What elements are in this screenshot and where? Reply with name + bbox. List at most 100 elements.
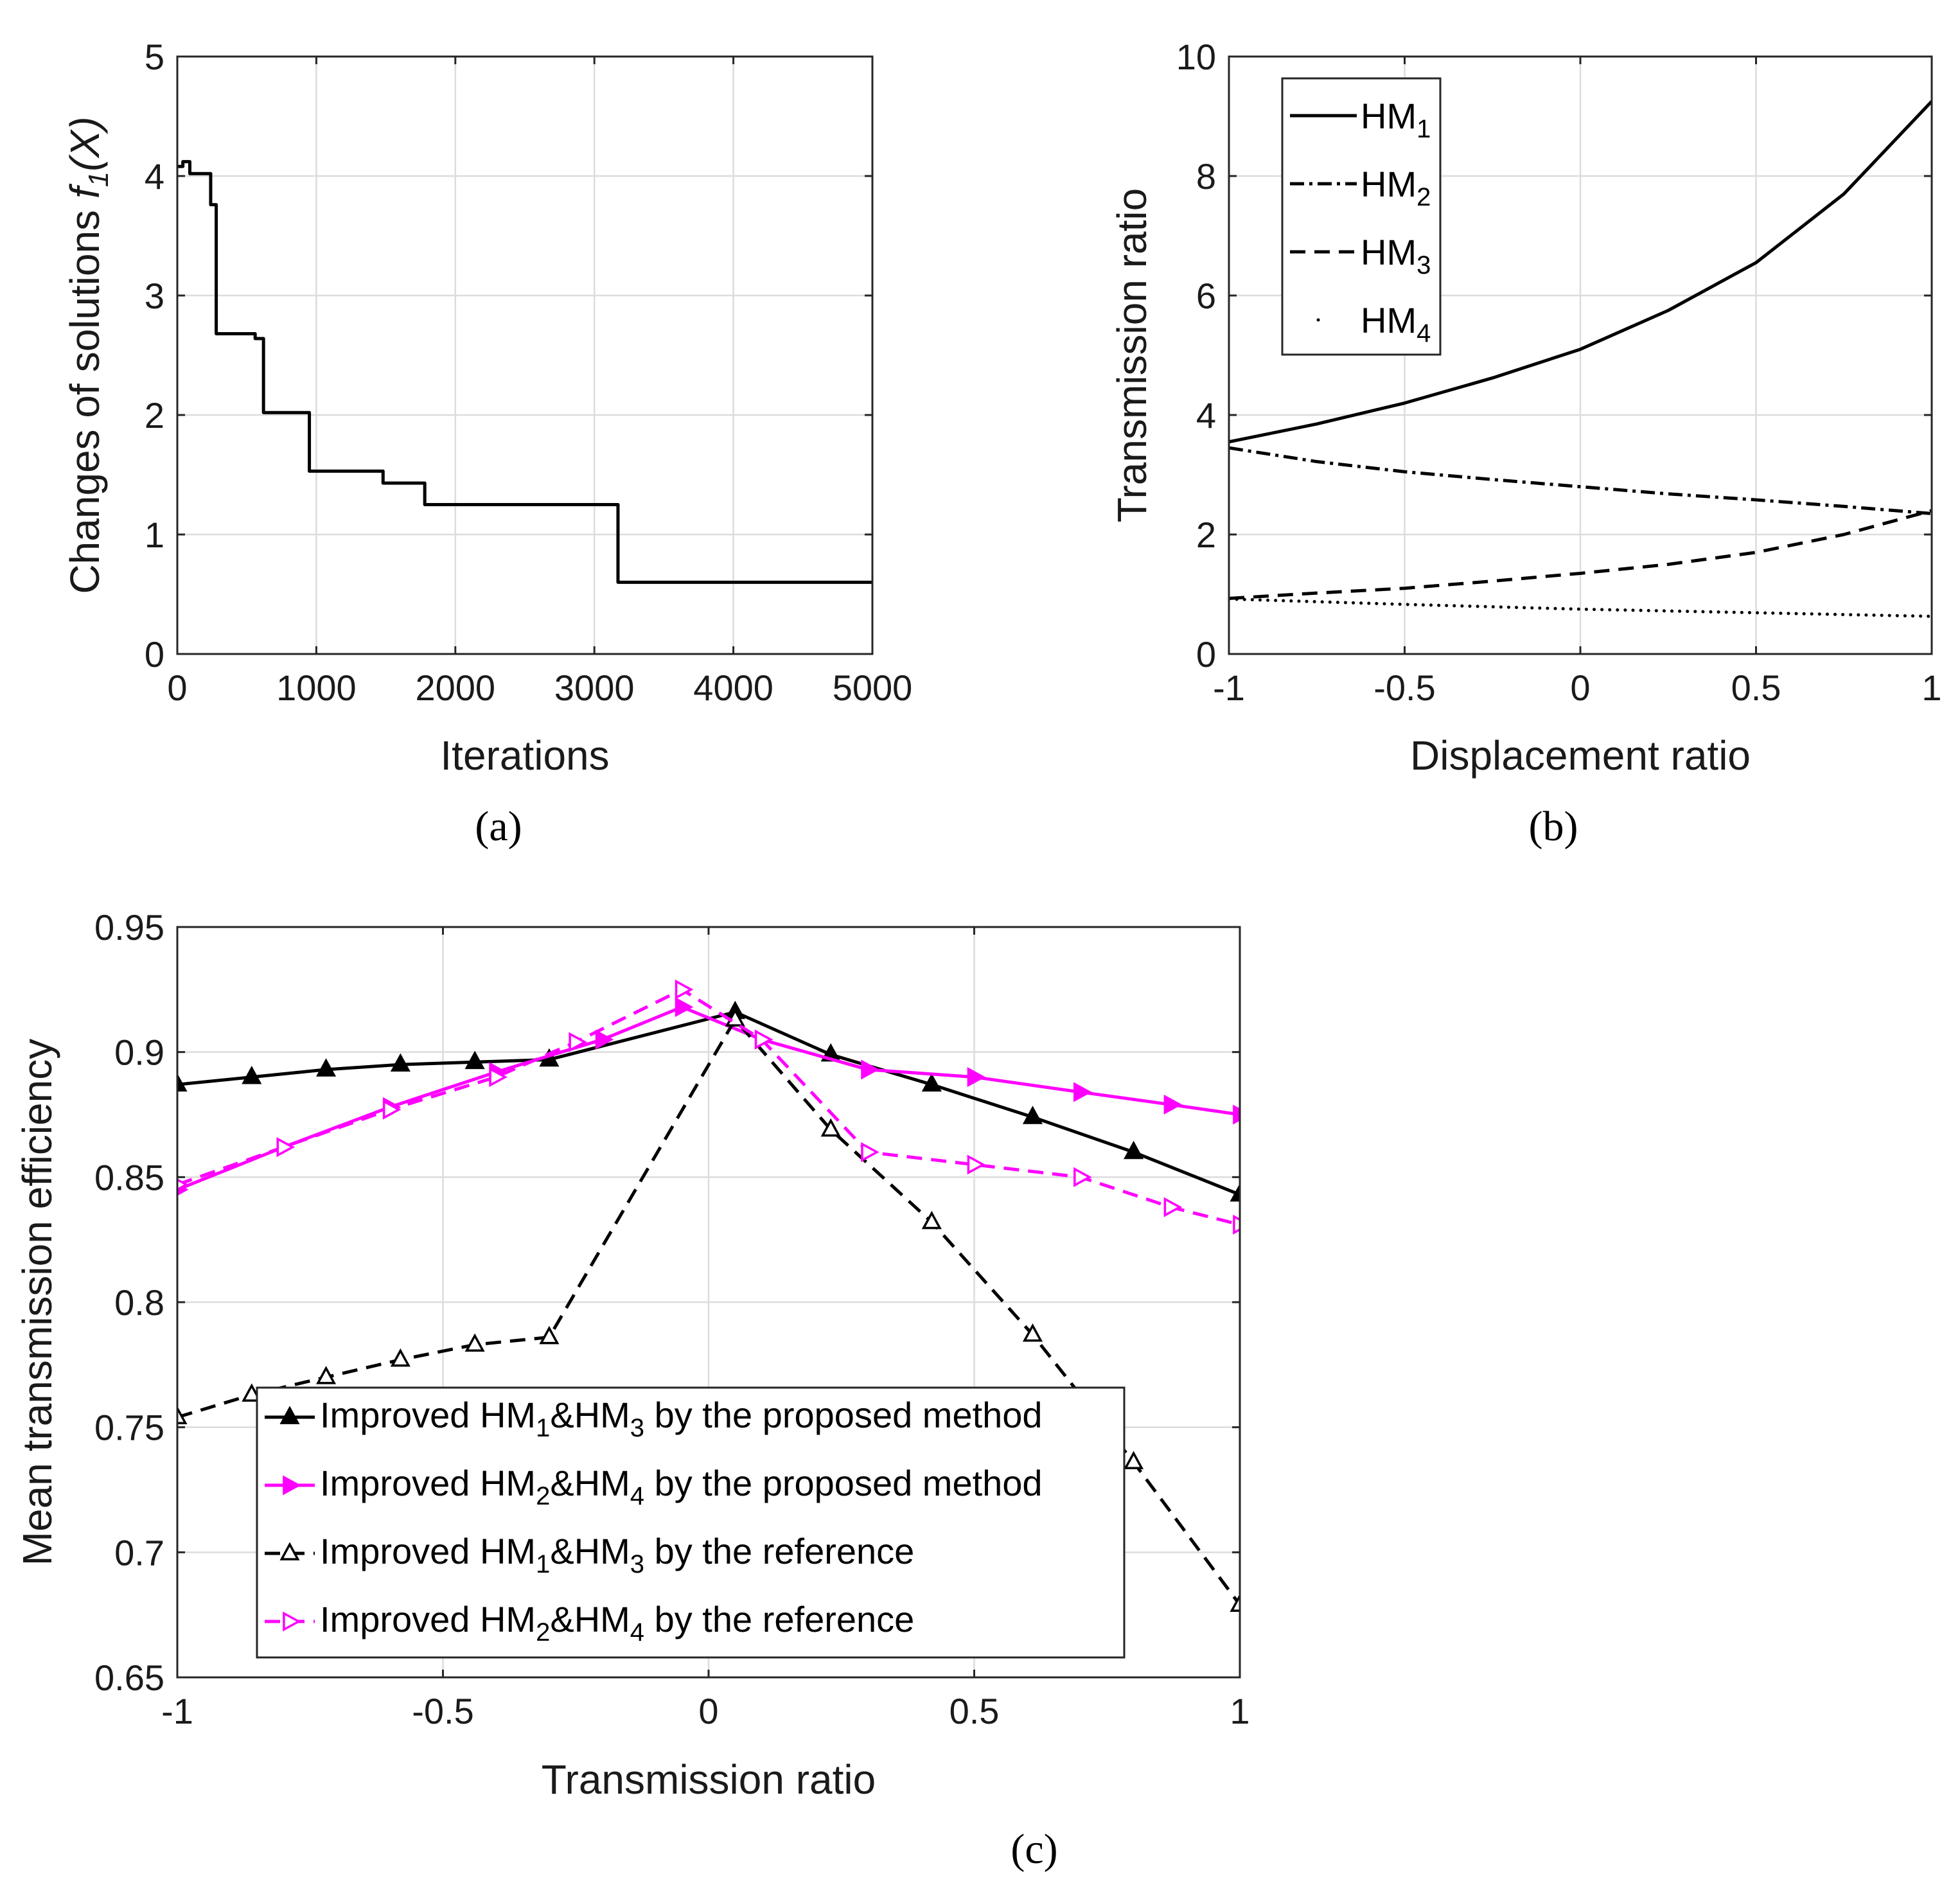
y-axis-label-c: Mean transmission efficiency [14, 1039, 60, 1566]
y-tick-label: 4 [1196, 395, 1216, 436]
data-point-c-3 [820, 1118, 841, 1137]
x-tick-label: 0 [167, 667, 187, 708]
series-line-c-1 [177, 1010, 1240, 1196]
data-point-c-4 [276, 1137, 296, 1158]
data-point-c-3 [539, 1325, 560, 1345]
data-point-c-4 [569, 1032, 587, 1052]
y-tick-label: 10 [1176, 37, 1216, 77]
data-point-c-2 [967, 1067, 986, 1088]
x-tick-label: -1 [1213, 667, 1245, 708]
data-point-c-3 [464, 1333, 485, 1352]
legend-swatches-c [265, 1406, 315, 1632]
x-axis-label-b: Displacement ratio [1410, 732, 1751, 779]
series-line-c-3 [177, 1018, 1240, 1606]
data-point-c-1 [1230, 1183, 1240, 1202]
data-a [177, 160, 872, 584]
y-tick-label: 0 [1196, 634, 1216, 675]
x-tick-label: 2000 [416, 667, 496, 708]
data-point-c-1 [1124, 1140, 1144, 1160]
legend-marker-c-3 [279, 1542, 300, 1560]
data-point-c-2 [1163, 1094, 1183, 1115]
legend-label-hm4: HM4 [1361, 300, 1431, 348]
x-tick-label: 1000 [276, 667, 357, 708]
y-tick-label: 0.7 [114, 1532, 164, 1573]
data-c [177, 979, 1240, 1612]
y-tick-label: 2 [145, 395, 164, 436]
data-point-c-3 [1022, 1323, 1043, 1342]
y-tick-label: 0.75 [94, 1408, 164, 1448]
data-point-c-1 [242, 1065, 262, 1084]
x-tick-label: -0.5 [1373, 667, 1436, 708]
x-tick-label: 1 [1921, 667, 1941, 708]
data-point-c-4 [177, 1178, 189, 1191]
data-point-c-1 [1022, 1106, 1043, 1124]
panel-c: -1 -0.5 0 0.5 1 0.65 0.7 0.75 0.8 0.85 0.9 0.95 Tra… [14, 907, 1250, 1873]
data-point-c-3 [242, 1383, 262, 1402]
legend-marker-c-4 [283, 1611, 301, 1632]
y-tick-label: 4 [145, 156, 164, 197]
data-point-c-1 [464, 1050, 485, 1070]
series-line-b-2 [1229, 446, 1932, 515]
data-point-c-4 [967, 1154, 986, 1175]
ticks-a: 0 1000 2000 3000 4000 5000 0 1 2 3 4 5 [145, 37, 912, 708]
legend-b: HM1 HM2 HM3 HM4 [1281, 77, 1442, 356]
data-point-c-1 [921, 1073, 942, 1092]
y-tick-label: 0 [145, 634, 164, 675]
x-tick-label: -1 [161, 1691, 193, 1731]
panel-a: 0 1000 2000 3000 4000 5000 0 1 2 3 4 5 Iterations C… [62, 37, 912, 850]
data-point-c-3 [1230, 1593, 1240, 1612]
legend-label-hm3: HM3 [1361, 232, 1431, 279]
legend-label-hm2: HM2 [1361, 164, 1431, 211]
y-tick-label: 0.85 [94, 1157, 164, 1197]
series-line-a-1 [177, 160, 872, 584]
legend-label-c-1: Improved HM1&HM3 by the proposed method [320, 1395, 1043, 1442]
legend-label-c-3: Improved HM1&HM3 by the reference [320, 1531, 914, 1578]
data-point-c-1 [390, 1053, 411, 1072]
data-point-c-3 [390, 1348, 411, 1367]
data-point-c-4 [1233, 1214, 1240, 1235]
data-point-c-3 [177, 1406, 188, 1424]
legend-box-c [256, 1386, 1126, 1659]
legend-marker-c-2 [283, 1475, 301, 1496]
x-tick-label: 0.5 [949, 1691, 1000, 1731]
x-tick-label: 0.5 [1731, 667, 1781, 708]
data-point-c-3 [921, 1210, 942, 1230]
x-tick-label: 0 [698, 1691, 718, 1731]
series-line-b-3 [1229, 509, 1932, 601]
data-point-c-4 [675, 979, 694, 1000]
x-tick-label: 1 [1230, 1691, 1249, 1731]
data-point-c-2 [861, 1059, 879, 1080]
series-line-c-2 [177, 1005, 1240, 1192]
y-tick-label: 2 [1196, 515, 1216, 555]
data-point-c-4 [1163, 1197, 1183, 1217]
y-axis-label-b: Transmission ratio [1109, 188, 1155, 522]
legend-c: Improved HM1&HM3 by the proposed method … [256, 1386, 1126, 1659]
legend-marker-c-1 [279, 1406, 300, 1424]
series-line-b-1 [1229, 100, 1932, 444]
y-tick-label: 0.8 [114, 1282, 164, 1323]
data-point-c-2 [595, 1029, 614, 1050]
y-tick-label: 8 [1196, 156, 1216, 197]
data-b [1229, 100, 1932, 618]
data-point-c-2 [1233, 1104, 1240, 1125]
caption-a: (a) [475, 803, 522, 850]
data-point-c-4 [489, 1067, 508, 1088]
legend-label-c-2: Improved HM2&HM4 by the proposed method [320, 1463, 1043, 1510]
series-line-c-4 [177, 987, 1240, 1226]
series-line-b-4 [1229, 597, 1932, 618]
axes-box-a [176, 55, 874, 655]
data-point-c-1 [316, 1058, 337, 1077]
y-tick-label: 5 [145, 37, 164, 77]
y-tick-label: 1 [145, 515, 164, 555]
y-tick-label: 0.95 [94, 907, 164, 948]
x-tick-label: 4000 [693, 667, 773, 708]
caption-b: (b) [1529, 803, 1578, 850]
y-axis-label-a: Changes of solutions f1(X) [62, 116, 114, 594]
x-tick-label: 5000 [833, 667, 913, 708]
x-tick-label: 0 [1570, 667, 1590, 708]
x-axis-label-a: Iterations [440, 732, 609, 779]
caption-c: (c) [1011, 1826, 1057, 1873]
y-tick-label: 6 [1196, 276, 1216, 316]
